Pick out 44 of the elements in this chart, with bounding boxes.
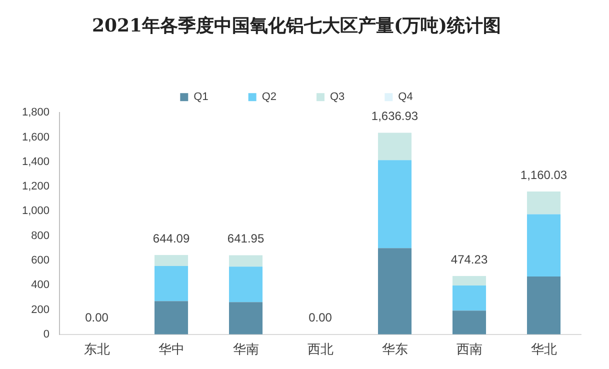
bar — [526, 214, 561, 276]
bar — [526, 191, 561, 214]
total-label: 0.00 — [85, 310, 109, 325]
y-tick-label: 1,600 — [22, 131, 50, 144]
y-tick-label: 1,000 — [22, 205, 50, 218]
y-tick-label: 400 — [31, 279, 50, 292]
legend-label: Q3 — [330, 91, 345, 104]
bar — [378, 160, 412, 248]
bar — [378, 132, 412, 160]
bar — [526, 276, 561, 334]
legend-label: Q2 — [262, 91, 277, 104]
chart-title: 2021年各季度中国氧化铝七大区产量(万吨)统计图 — [92, 15, 502, 36]
bar — [154, 266, 188, 302]
bar — [154, 255, 188, 266]
total-label: 0.00 — [308, 310, 332, 325]
x-tick-label: 华北 — [530, 342, 557, 358]
y-tick-label: 200 — [31, 304, 50, 316]
x-tick-label: 华东 — [382, 342, 408, 358]
y-tick-label: 1,800 — [22, 106, 50, 119]
y-tick-label: 600 — [31, 254, 50, 266]
bar — [452, 285, 486, 311]
bar — [154, 301, 188, 334]
total-label: 474.23 — [450, 252, 488, 266]
total-label: 644.09 — [152, 231, 190, 246]
x-tick-label: 西南 — [456, 342, 482, 358]
y-tick-label: 800 — [31, 230, 50, 242]
total-label: 1,636.93 — [371, 109, 418, 124]
x-tick-label: 华南 — [232, 342, 259, 358]
legend-label: Q1 — [194, 91, 208, 104]
y-tick-label: 1,400 — [22, 156, 50, 168]
total-label: 1,160.03 — [520, 168, 568, 182]
bar — [229, 255, 263, 267]
x-tick-label: 东北 — [84, 342, 110, 358]
bar — [378, 248, 412, 334]
x-tick-label: 西北 — [307, 342, 334, 358]
legend-label: Q4 — [398, 91, 413, 104]
bar — [229, 266, 263, 302]
y-tick-label: 0 — [43, 328, 50, 340]
x-tick-label: 华中 — [158, 342, 184, 358]
bar — [452, 310, 486, 334]
bar — [229, 302, 263, 334]
bar — [452, 276, 486, 286]
y-tick-label: 1,200 — [22, 180, 50, 193]
total-label: 641.95 — [227, 232, 264, 246]
